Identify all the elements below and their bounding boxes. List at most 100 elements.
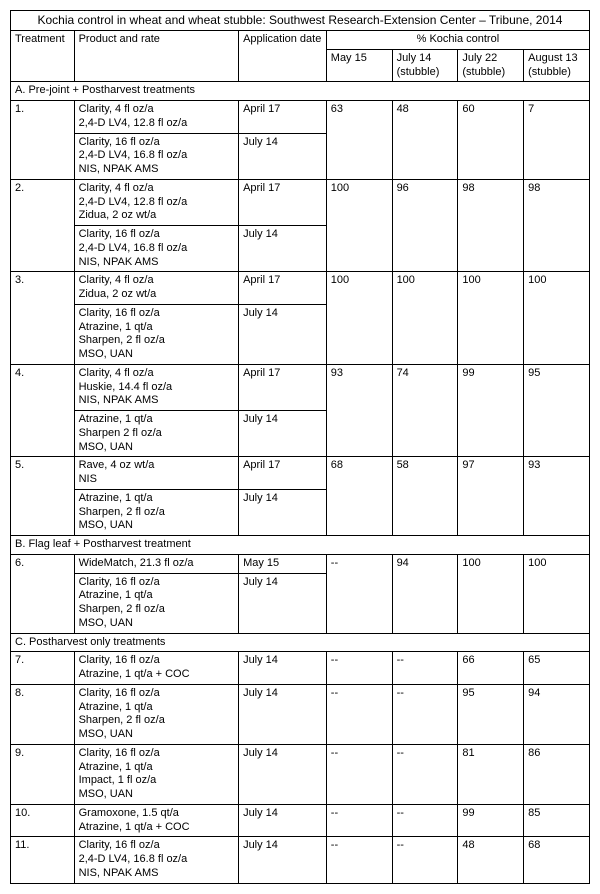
val-cell: -- [392,837,458,883]
col-jul22: July 22(stubble) [458,49,524,82]
date-cell: April 17 [239,101,327,134]
treatment-num: 9. [11,744,75,804]
product-cell: Rave, 4 oz wt/aNIS [74,457,238,490]
treatment-num: 2. [11,179,75,272]
val-cell: -- [392,684,458,744]
date-cell: July 14 [239,804,327,837]
val-cell: 100 [326,179,392,272]
table-row: 11. Clarity, 16 fl oz/a2,4-D LV4, 16.8 f… [11,837,590,883]
date-cell: May 15 [239,554,327,573]
col-date: Application date [239,31,327,82]
val-cell: 100 [524,554,590,633]
val-cell: 96 [392,179,458,272]
val-cell: 48 [458,837,524,883]
val-cell: 81 [458,744,524,804]
val-cell: 100 [458,554,524,633]
product-cell: Clarity, 16 fl oz/a2,4-D LV4, 16.8 fl oz… [74,226,238,272]
treatment-num: 1. [11,101,75,180]
val-cell: 66 [458,652,524,685]
product-cell: Clarity, 4 fl oz/a2,4-D LV4, 12.8 fl oz/… [74,179,238,225]
val-cell: 93 [326,364,392,457]
val-cell: 60 [458,101,524,180]
treatment-num: 10. [11,804,75,837]
val-cell: -- [326,684,392,744]
val-cell: 95 [458,684,524,744]
treatment-num: 5. [11,457,75,536]
treatment-num: 4. [11,364,75,457]
product-cell: Clarity, 4 fl oz/a2,4-D LV4, 12.8 fl oz/… [74,101,238,134]
treatment-num: 3. [11,272,75,365]
table-row: 2. Clarity, 4 fl oz/a2,4-D LV4, 12.8 fl … [11,179,590,225]
val-cell: -- [326,744,392,804]
val-cell: 95 [524,364,590,457]
product-cell: Clarity, 4 fl oz/aZidua, 2 oz wt/a [74,272,238,305]
val-cell: -- [326,804,392,837]
date-cell: April 17 [239,457,327,490]
val-cell: 94 [524,684,590,744]
val-cell: 99 [458,804,524,837]
product-cell: WideMatch, 21.3 fl oz/a [74,554,238,573]
val-cell: 98 [458,179,524,272]
val-cell: 98 [524,179,590,272]
val-cell: 93 [524,457,590,536]
val-cell: -- [392,652,458,685]
date-cell: July 14 [239,304,327,364]
col-product: Product and rate [74,31,238,82]
product-cell: Clarity, 16 fl oz/aAtrazine, 1 qt/aImpac… [74,744,238,804]
val-cell: 100 [326,272,392,365]
date-cell: July 14 [239,489,327,535]
table-row: 1. Clarity, 4 fl oz/a2,4-D LV4, 12.8 fl … [11,101,590,134]
date-cell: July 14 [239,744,327,804]
date-cell: July 14 [239,652,327,685]
section-b: B. Flag leaf + Postharvest treatment [11,536,590,555]
date-cell: July 14 [239,411,327,457]
val-cell: 100 [458,272,524,365]
val-cell: 68 [524,837,590,883]
product-cell: Clarity, 16 fl oz/aAtrazine, 1 qt/aSharp… [74,304,238,364]
product-cell: Clarity, 16 fl oz/aAtrazine, 1 qt/aSharp… [74,684,238,744]
table-row: 3. Clarity, 4 fl oz/aZidua, 2 oz wt/a Ap… [11,272,590,305]
val-cell: -- [326,554,392,633]
product-cell: Atrazine, 1 qt/aSharpen, 2 fl oz/aMSO, U… [74,489,238,535]
product-cell: Clarity, 16 fl oz/a2,4-D LV4, 16.8 fl oz… [74,837,238,883]
val-cell: 100 [392,272,458,365]
table-row: 7. Clarity, 16 fl oz/aAtrazine, 1 qt/a +… [11,652,590,685]
table-title: Kochia control in wheat and wheat stubbl… [11,11,590,31]
treatment-num: 6. [11,554,75,633]
val-cell: 94 [392,554,458,633]
section-a: A. Pre-joint + Postharvest treatments [11,82,590,101]
date-cell: April 17 [239,364,327,410]
val-cell: 85 [524,804,590,837]
table-row: 8. Clarity, 16 fl oz/aAtrazine, 1 qt/aSh… [11,684,590,744]
col-aug13: August 13(stubble) [524,49,590,82]
col-may15: May 15 [326,49,392,82]
section-c: C. Postharvest only treatments [11,633,590,652]
table-row: 6. WideMatch, 21.3 fl oz/a May 15 -- 94 … [11,554,590,573]
treatment-num: 8. [11,684,75,744]
percent-control-header: % Kochia control [326,31,589,50]
treatment-num: 11. [11,837,75,883]
table-row: 4. Clarity, 4 fl oz/aHuskie, 14.4 fl oz/… [11,364,590,410]
table-row: 5. Rave, 4 oz wt/aNIS April 17 68 58 97 … [11,457,590,490]
val-cell: 68 [326,457,392,536]
val-cell: 97 [458,457,524,536]
val-cell: -- [326,652,392,685]
product-cell: Clarity, 16 fl oz/aAtrazine, 1 qt/aSharp… [74,573,238,633]
col-treatment: Treatment [11,31,75,82]
table-row: 10. Gramoxone, 1.5 qt/aAtrazine, 1 qt/a … [11,804,590,837]
product-cell: Clarity, 4 fl oz/aHuskie, 14.4 fl oz/aNI… [74,364,238,410]
table-row: 9. Clarity, 16 fl oz/aAtrazine, 1 qt/aIm… [11,744,590,804]
val-cell: 65 [524,652,590,685]
val-cell: 99 [458,364,524,457]
product-cell: Clarity, 16 fl oz/aAtrazine, 1 qt/a + CO… [74,652,238,685]
group-header-row: Treatment Product and rate Application d… [11,31,590,50]
date-cell: April 17 [239,179,327,225]
product-cell: Clarity, 16 fl oz/a2,4-D LV4, 16.8 fl oz… [74,133,238,179]
kochia-table: Kochia control in wheat and wheat stubbl… [10,10,590,884]
date-cell: April 17 [239,272,327,305]
date-cell: July 14 [239,684,327,744]
val-cell: -- [392,804,458,837]
product-cell: Gramoxone, 1.5 qt/aAtrazine, 1 qt/a + CO… [74,804,238,837]
val-cell: -- [326,837,392,883]
val-cell: 100 [524,272,590,365]
